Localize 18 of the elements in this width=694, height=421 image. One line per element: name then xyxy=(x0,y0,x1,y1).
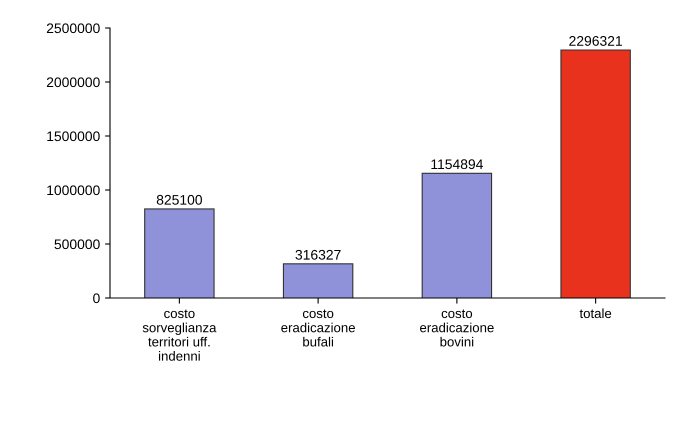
data-label: 316327 xyxy=(295,250,341,260)
y-tick-label: 2000000 xyxy=(46,77,100,88)
y-tick-label: 2500000 xyxy=(46,23,100,34)
bar xyxy=(560,49,631,298)
bar xyxy=(422,172,492,298)
y-tick-label: 1000000 xyxy=(47,185,100,196)
y-tick-label: 0 xyxy=(93,293,100,304)
data-label: 825100 xyxy=(156,194,202,205)
x-tick-label: costo sorveglianza territori uff. indenni xyxy=(142,309,216,361)
x-tick-label: costo eradicazione bovini xyxy=(420,309,494,347)
y-tick-label: 1500000 xyxy=(47,131,100,142)
bar xyxy=(144,208,215,298)
x-tick-label: costo eradicazione bufali xyxy=(281,309,355,347)
x-tick-label: totale xyxy=(580,308,612,318)
bar xyxy=(282,263,354,298)
y-tick-label: 500000 xyxy=(54,239,100,250)
data-label: 2296321 xyxy=(569,36,622,46)
data-label: 1154894 xyxy=(431,159,483,170)
